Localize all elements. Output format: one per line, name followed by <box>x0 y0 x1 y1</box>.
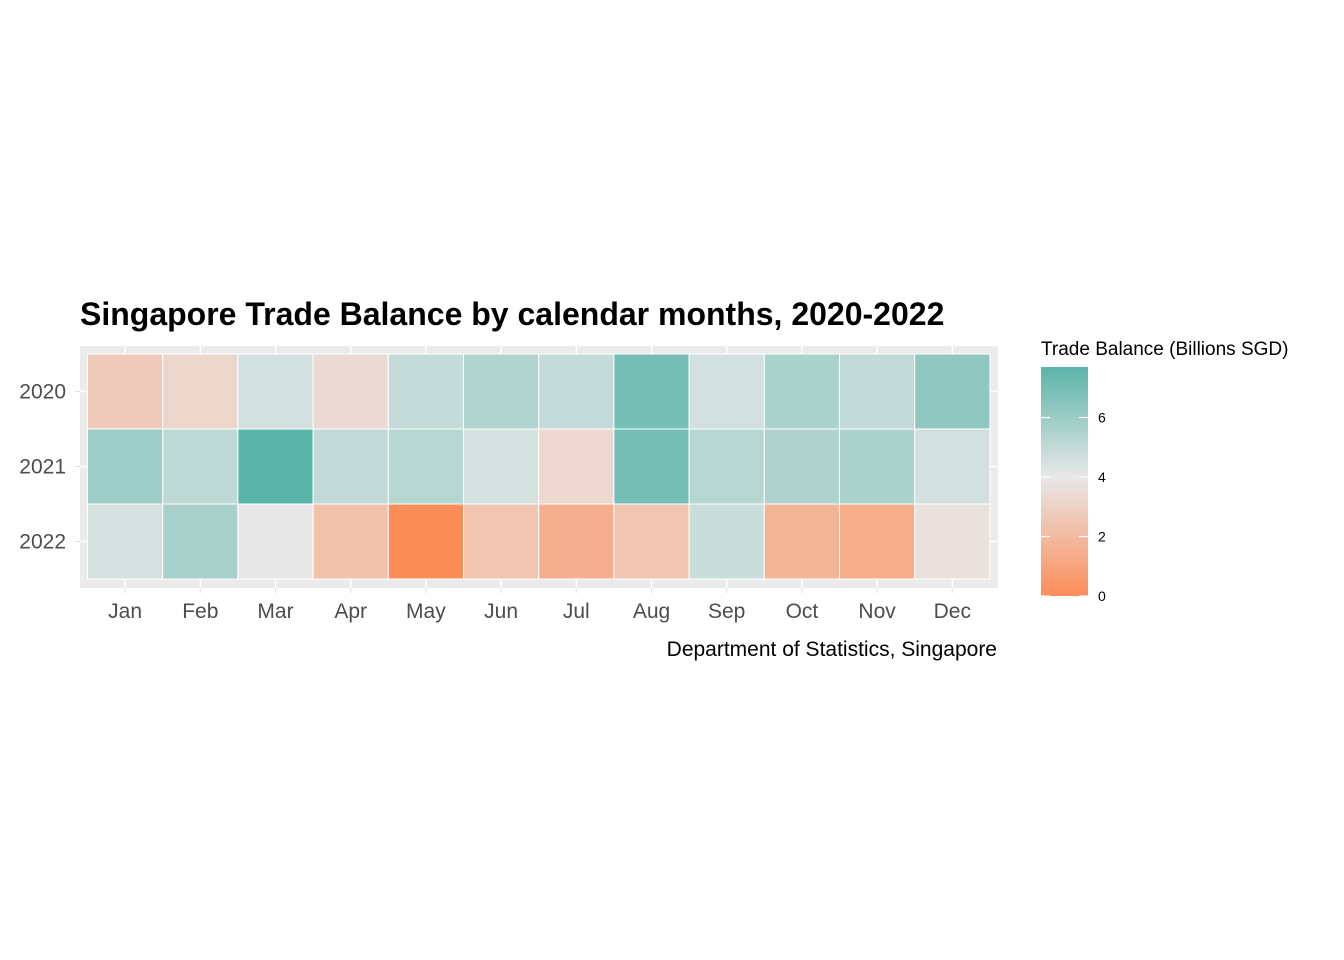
x-tick-label-jun: Jun <box>484 600 518 623</box>
heatmap-cell-2022-apr <box>312 503 389 580</box>
heatmap-cell-2022-feb <box>162 503 239 580</box>
legend-label-4: 4 <box>1098 469 1106 485</box>
x-tick-label-nov: Nov <box>858 600 896 623</box>
x-tick-label-jul: Jul <box>563 600 590 623</box>
heatmap-cell-2020-dec <box>914 353 991 430</box>
heatmap-cell-2021-nov <box>839 428 916 505</box>
heatmap-cell-2020-mar <box>237 353 314 430</box>
heatmap-cell-2020-feb <box>162 353 239 430</box>
heatmap-cells <box>87 353 991 580</box>
heatmap-cell-2020-jan <box>87 353 164 430</box>
heatmap-cell-2020-oct <box>763 353 840 430</box>
legend-colorbar <box>1041 367 1088 596</box>
heatmap-cell-2020-apr <box>312 353 389 430</box>
heatmap-cell-2020-may <box>387 353 464 430</box>
legend-ticks: 0 2 4 6 <box>1041 410 1106 604</box>
x-axis: Jan Feb Mar Apr May Jun Jul Aug Sep Oct Nov Dec <box>108 588 971 623</box>
x-tick-label-jan: Jan <box>108 600 142 623</box>
heatmap-cell-2022-aug <box>613 503 690 580</box>
x-tick-label-oct: Oct <box>786 600 819 623</box>
legend-label-2: 2 <box>1098 529 1106 545</box>
heatmap-cell-2022-jul <box>538 503 615 580</box>
chart-caption: Department of Statistics, Singapore <box>667 638 997 661</box>
legend-label-6: 6 <box>1098 410 1106 426</box>
y-tick-label-2020: 2020 <box>19 381 66 404</box>
heatmap-cell-2020-jun <box>463 353 540 430</box>
legend-label-0: 0 <box>1098 588 1106 604</box>
chart-title: Singapore Trade Balance by calendar mont… <box>80 296 944 332</box>
heatmap-cell-2020-aug <box>613 353 690 430</box>
x-tick-label-aug: Aug <box>633 600 670 623</box>
heatmap-cell-2021-may <box>387 428 464 505</box>
heatmap-cell-2022-oct <box>763 503 840 580</box>
heatmap-cell-2020-sep <box>688 353 765 430</box>
heatmap-cell-2022-dec <box>914 503 991 580</box>
y-tick-label-2022: 2022 <box>19 531 66 554</box>
x-tick-label-apr: Apr <box>334 600 367 623</box>
y-axis: 2020 2021 2022 <box>19 381 80 554</box>
heatmap-cell-2022-may <box>387 503 464 580</box>
heatmap-cell-2021-aug <box>613 428 690 505</box>
heatmap-cell-2021-dec <box>914 428 991 505</box>
heatmap-cell-2020-jul <box>538 353 615 430</box>
y-tick-label-2021: 2021 <box>19 456 66 479</box>
x-tick-label-mar: Mar <box>257 600 293 623</box>
heatmap-cell-2021-feb <box>162 428 239 505</box>
heatmap-cell-2021-oct <box>763 428 840 505</box>
color-legend: Trade Balance (Billions SGD) 0 2 4 6 <box>1041 339 1288 604</box>
legend-title: Trade Balance (Billions SGD) <box>1041 339 1288 360</box>
heatmap-cell-2021-jul <box>538 428 615 505</box>
x-tick-label-feb: Feb <box>182 600 218 623</box>
heatmap-cell-2021-jan <box>87 428 164 505</box>
heatmap-cell-2022-sep <box>688 503 765 580</box>
heatmap-cell-2021-mar <box>237 428 314 505</box>
heatmap-cell-2022-nov <box>839 503 916 580</box>
heatmap-cell-2021-sep <box>688 428 765 505</box>
heatmap-cell-2022-jan <box>87 503 164 580</box>
x-tick-label-sep: Sep <box>708 600 745 623</box>
heatmap-cell-2020-nov <box>839 353 916 430</box>
heatmap-cell-2022-mar <box>237 503 314 580</box>
heatmap-cell-2022-jun <box>463 503 540 580</box>
x-tick-label-dec: Dec <box>934 600 971 623</box>
x-tick-label-may: May <box>406 600 446 623</box>
heatmap-cell-2021-apr <box>312 428 389 505</box>
heatmap-cell-2021-jun <box>463 428 540 505</box>
